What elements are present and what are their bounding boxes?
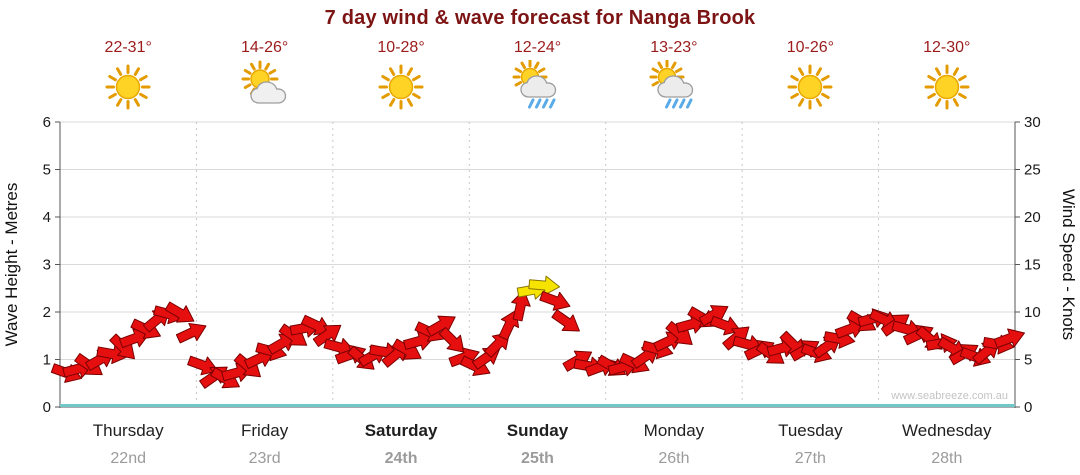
wind-arrow	[403, 331, 435, 351]
left-axis-tick-label: 4	[43, 209, 51, 226]
weather-icon-rain-showers	[512, 60, 557, 109]
weather-icon-partly-cloudy	[241, 60, 286, 104]
day-date-label: 24th	[385, 450, 418, 467]
wind-arrow	[539, 291, 571, 311]
day-header-friday: 14-26°	[196, 37, 332, 119]
day-name-label: Monday	[644, 421, 705, 440]
day-temp-range: 12-24°	[513, 39, 562, 56]
left-axis-tick-label: 3	[43, 257, 51, 274]
wind-arrow	[164, 301, 195, 323]
day-name-label: Sunday	[507, 421, 569, 440]
right-axis-tick-label: 30	[1024, 114, 1041, 131]
chart-title: 7 day wind & wave forecast for Nanga Bro…	[324, 7, 756, 29]
left-axis-tick-label: 1	[43, 352, 51, 369]
watermark: www.seabreeze.com.au	[890, 390, 1008, 402]
day-date-label: 28th	[931, 450, 962, 467]
day-headers: 22-31° 14-26° 10-28° 12-24° 13-23° 10-26° 12-3…	[0, 0, 1080, 120]
day-name-label: Friday	[241, 421, 289, 440]
day-header-monday: 13-23°	[606, 37, 742, 119]
weather-icon-sunny	[924, 64, 970, 110]
day-header-sunday: 12-24°	[469, 37, 605, 119]
day-temp-range: 22-31°	[104, 39, 152, 56]
day-header-tuesday: 10-26°	[742, 37, 878, 119]
right-axis-tick-label: 0	[1024, 399, 1032, 416]
wind-arrow	[528, 275, 561, 296]
wind-arrow	[551, 309, 580, 332]
day-name-label: Wednesday	[902, 421, 992, 440]
right-axis-title: Wind Speed - Knots	[1059, 189, 1078, 340]
day-header-saturday: 10-28°	[333, 37, 469, 119]
day-name-label: Tuesday	[778, 421, 843, 440]
left-axis-tick-label: 6	[43, 114, 51, 131]
left-axis-tick-label: 2	[43, 304, 51, 321]
day-header-thursday: 22-31°	[60, 37, 196, 119]
wind-arrow	[438, 326, 465, 353]
right-axis-tick-label: 5	[1024, 352, 1032, 369]
left-axis-title: Wave Height - Metres	[2, 183, 21, 347]
weather-icon-rain-showers	[649, 60, 694, 109]
left-axis-tick-label: 5	[43, 162, 51, 179]
wind-arrow	[119, 328, 151, 349]
day-date-label: 22nd	[110, 450, 146, 467]
day-temp-range: 12-30°	[923, 39, 971, 56]
day-name-label: Thursday	[93, 421, 164, 440]
day-date-label: 25th	[521, 450, 554, 467]
wind-arrow	[484, 332, 510, 358]
wind-arrow	[312, 324, 342, 348]
right-axis-tick-label: 10	[1024, 304, 1041, 321]
day-temp-range: 10-26°	[786, 39, 835, 56]
day-date-label: 27th	[795, 450, 826, 467]
day-temp-range: 14-26°	[240, 39, 289, 56]
weather-icon-sunny	[787, 64, 833, 110]
wind-arrow	[511, 289, 531, 322]
day-name-label: Saturday	[365, 421, 438, 440]
right-axis-tick-label: 25	[1024, 162, 1041, 179]
weather-icon-sunny	[105, 64, 151, 110]
wind-arrow	[993, 328, 1026, 349]
day-header-wednesday: 12-30°	[879, 37, 1015, 119]
right-axis-tick-label: 20	[1024, 209, 1041, 226]
day-date-label: 26th	[658, 450, 689, 467]
wind-arrow	[187, 355, 219, 376]
day-temp-range: 13-23°	[650, 39, 698, 56]
right-axis-tick-label: 15	[1024, 257, 1041, 274]
wind-arrow	[175, 322, 207, 344]
day-date-label: 23rd	[249, 450, 281, 467]
day-temp-range: 10-28°	[377, 39, 425, 56]
weather-icon-sunny	[378, 64, 424, 110]
left-axis-tick-label: 0	[43, 399, 51, 416]
